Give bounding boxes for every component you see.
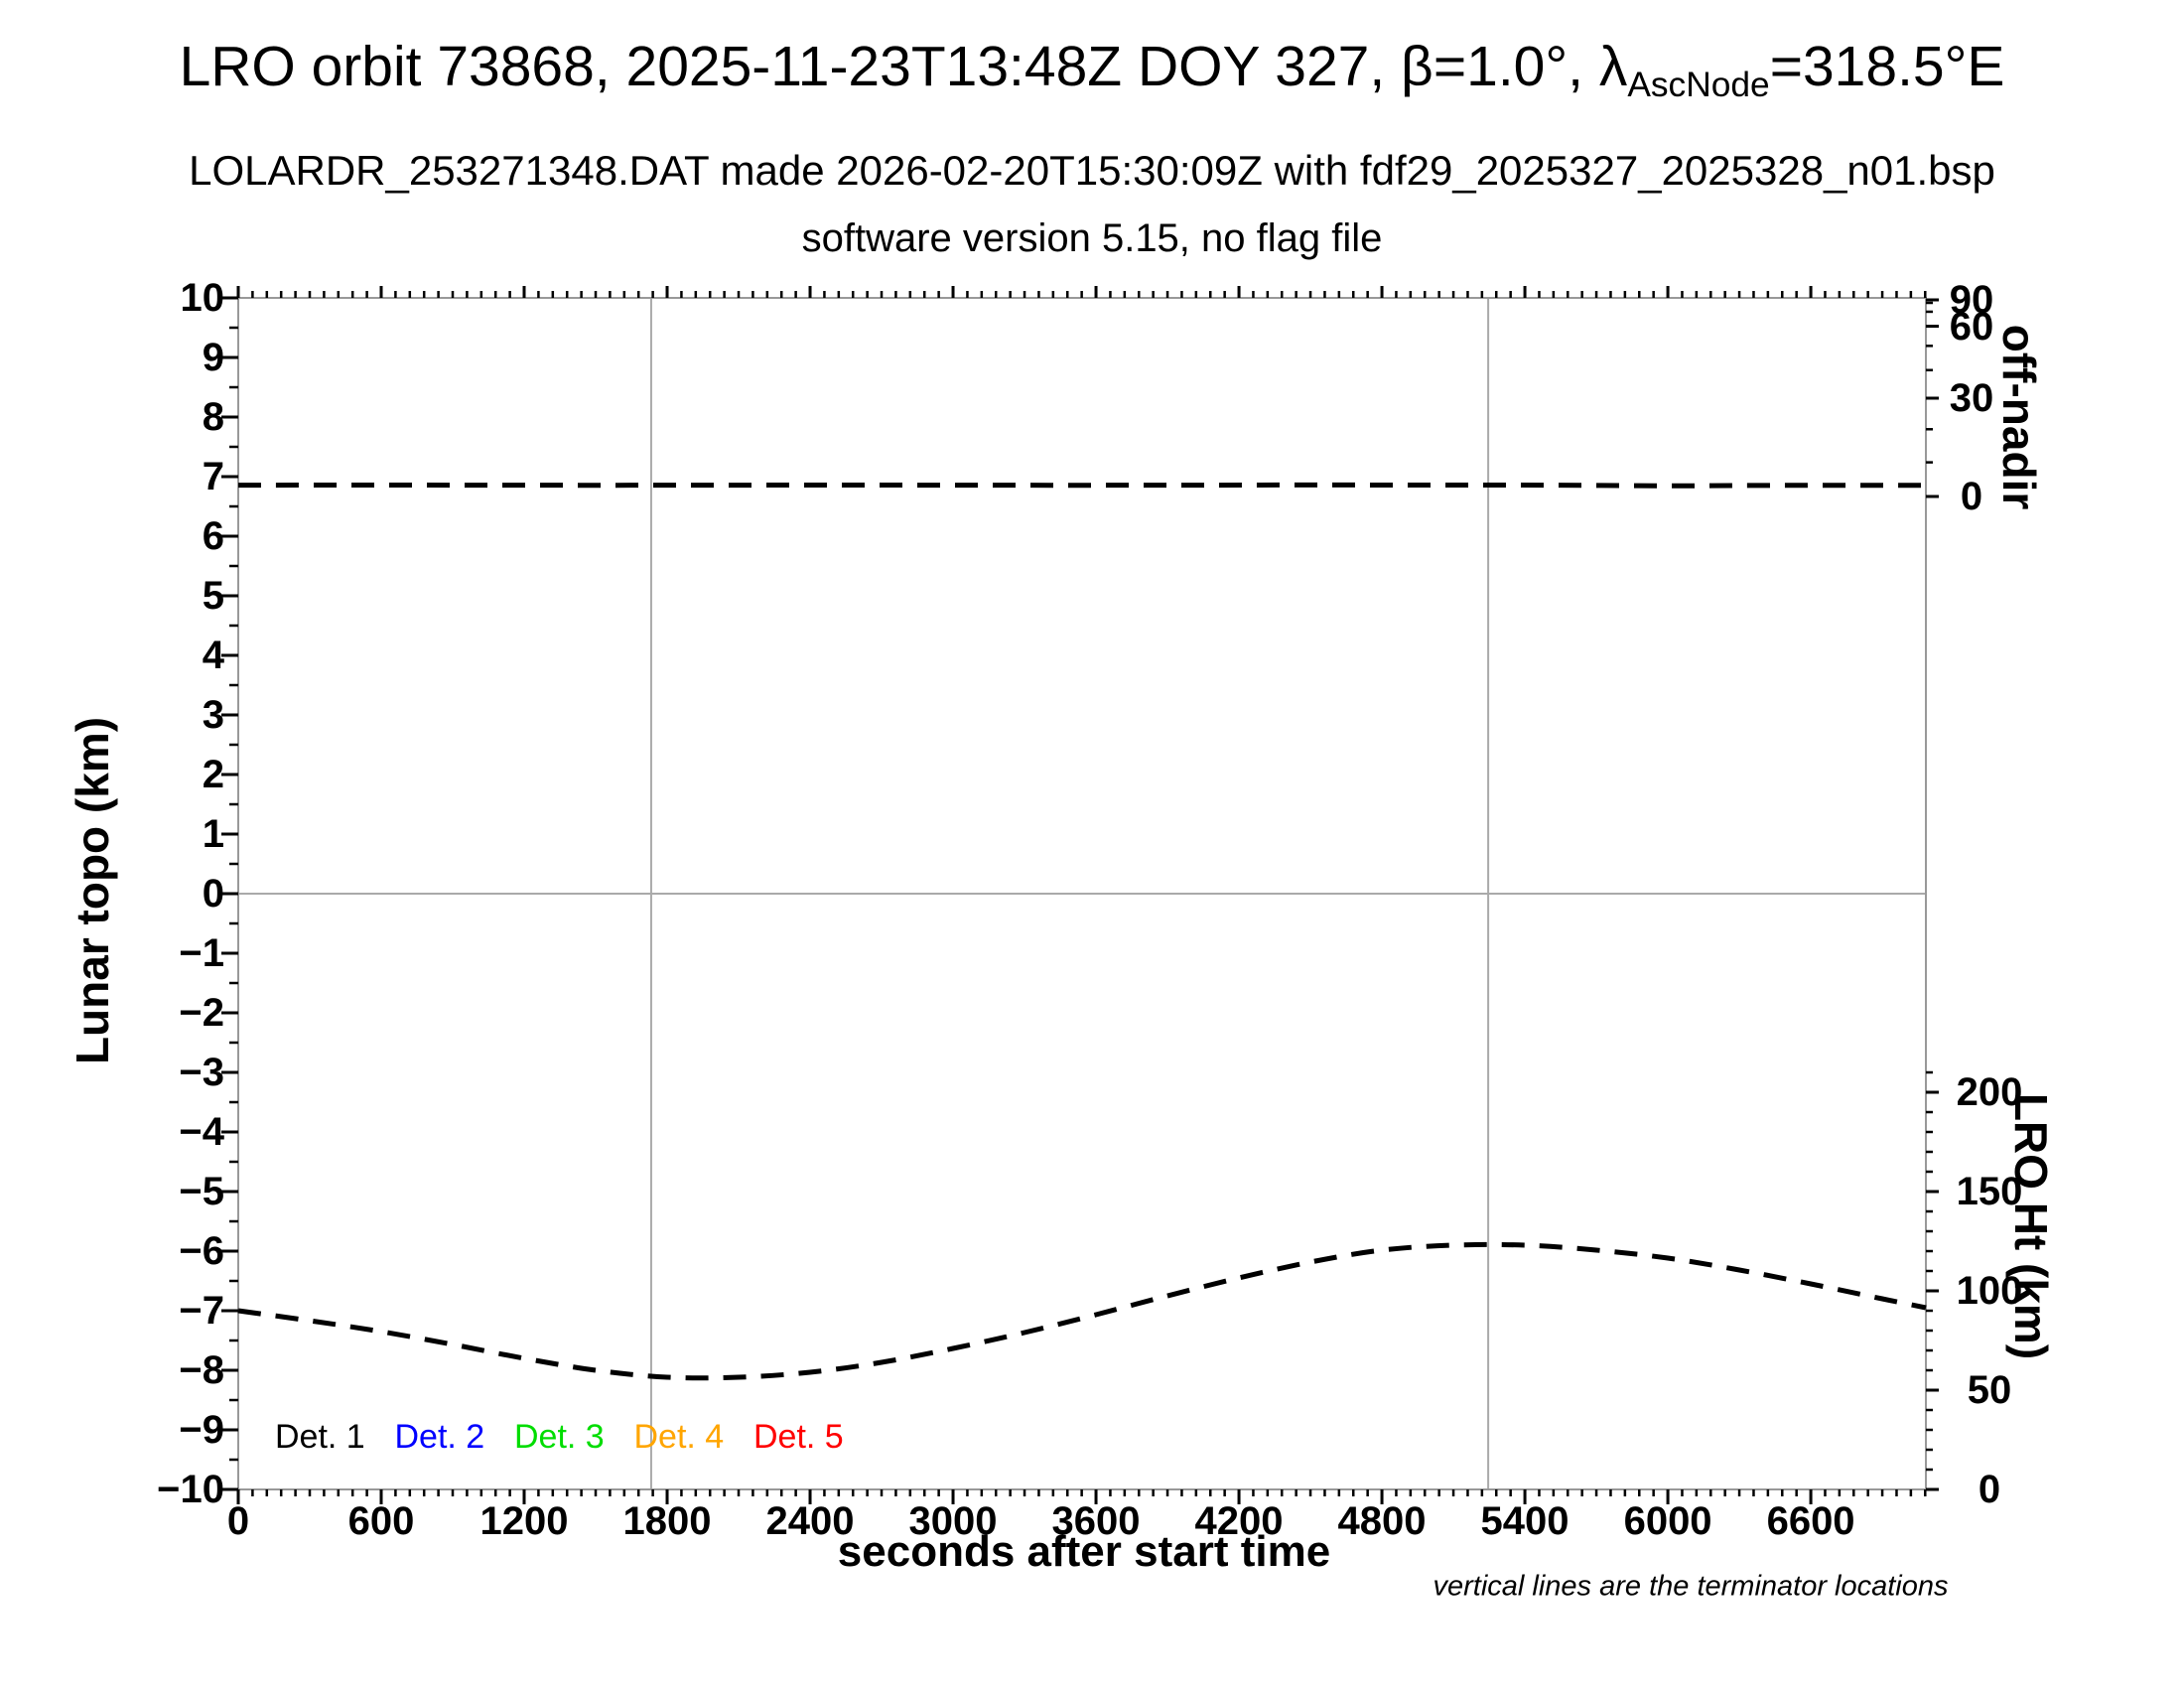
- subtitle-version: software version 5.15, no flag file: [801, 216, 1383, 260]
- page-title: LRO orbit 73868, 2025-11-23T13:48Z DOY 3…: [0, 34, 2184, 104]
- lro-ht-curve: [237, 1241, 1927, 1381]
- title-suffix: =318.5°E: [1769, 35, 2005, 98]
- title-subscript: AscNode: [1627, 65, 1770, 104]
- subtitle: LOLARDR_253271348.DAT made 2026-02-20T15…: [189, 147, 1995, 194]
- title-prefix: LRO orbit 73868, 2025-11-23T13:48Z DOY 3…: [179, 35, 1628, 98]
- off-nadir-curve: [237, 482, 1927, 489]
